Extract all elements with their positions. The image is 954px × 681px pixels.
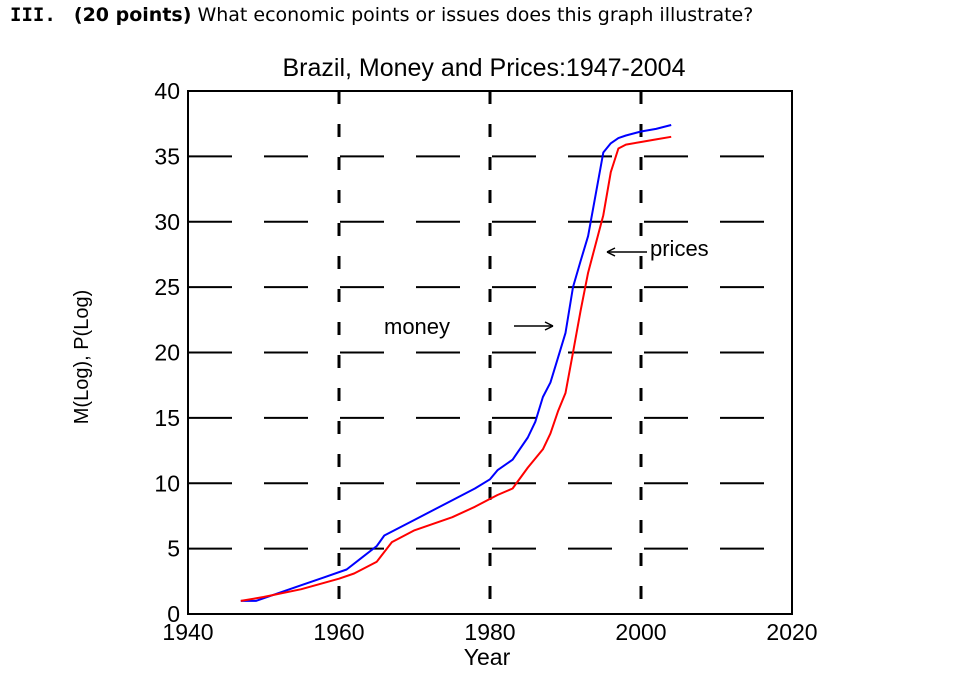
x-tick-label: 2000 [615, 619, 666, 645]
plot-frame [187, 90, 793, 615]
x-tick-label: 1940 [162, 619, 213, 645]
chart-title: Brazil, Money and Prices:1947-2004 [282, 54, 685, 82]
x-axis-label: Year [464, 644, 511, 670]
y-tick-label: 5 [167, 536, 180, 562]
y-tick-label: 20 [154, 340, 180, 366]
prices-annotation-label: prices [650, 236, 709, 261]
x-tick-label: 1980 [464, 619, 515, 645]
question-text: III. (20 points) What economic points or… [10, 4, 753, 26]
money-annotation-label: money [384, 314, 450, 339]
prices-series-line [240, 135, 672, 602]
y-tick-label: 35 [154, 143, 180, 169]
question-number: III. [10, 4, 56, 26]
question-points: (20 points) [73, 4, 192, 26]
y-tick-label: 30 [154, 209, 180, 235]
x-tick-label: 2020 [766, 619, 817, 645]
y-tick-label: 25 [154, 274, 180, 300]
y-tick-label: 40 [154, 78, 180, 104]
y-axis-label: M(Log), P(Log) [71, 290, 93, 425]
y-tick-label: 15 [154, 405, 180, 431]
question-prompt: What economic points or issues does this… [197, 4, 754, 26]
series-lines [240, 124, 672, 602]
axis-ticks: 1940 1960 1980 2000 2020 0 5 10 15 20 25 30 35 40 [154, 78, 817, 645]
money-annotation-arrowhead [544, 321, 554, 331]
y-tick-label: 0 [167, 601, 180, 627]
grid [188, 91, 792, 614]
y-tick-label: 10 [154, 470, 180, 496]
annotations: money prices [384, 236, 709, 339]
prices-annotation-arrowhead [606, 247, 616, 257]
money-series-line [240, 124, 672, 602]
x-tick-label: 1960 [313, 619, 364, 645]
